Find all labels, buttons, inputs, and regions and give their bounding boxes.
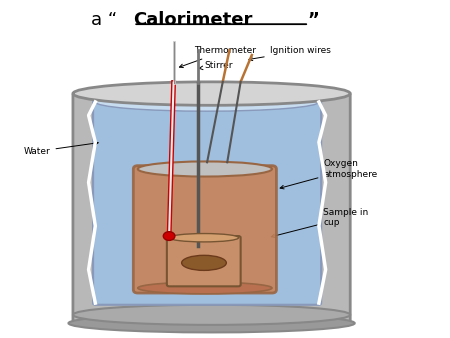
FancyBboxPatch shape [133,166,276,293]
Ellipse shape [169,234,238,242]
Ellipse shape [182,255,226,270]
FancyBboxPatch shape [167,236,241,286]
Ellipse shape [138,282,272,294]
Text: Thermometer: Thermometer [180,46,256,68]
Circle shape [163,232,175,240]
Ellipse shape [95,93,319,111]
Text: Oxygen
atmosphere: Oxygen atmosphere [280,159,378,189]
Text: ”: ” [308,11,320,29]
FancyBboxPatch shape [73,92,350,323]
Ellipse shape [73,305,350,325]
Text: Stirrer: Stirrer [199,62,234,70]
Ellipse shape [138,162,272,176]
Text: Sample in
cup: Sample in cup [271,208,369,238]
Ellipse shape [73,82,350,105]
Text: Ignition wires: Ignition wires [249,46,331,61]
Text: a “: a “ [91,11,117,29]
Text: Water: Water [24,141,98,156]
Text: Calorimeter: Calorimeter [133,11,253,29]
Ellipse shape [68,314,355,332]
FancyBboxPatch shape [93,100,321,305]
